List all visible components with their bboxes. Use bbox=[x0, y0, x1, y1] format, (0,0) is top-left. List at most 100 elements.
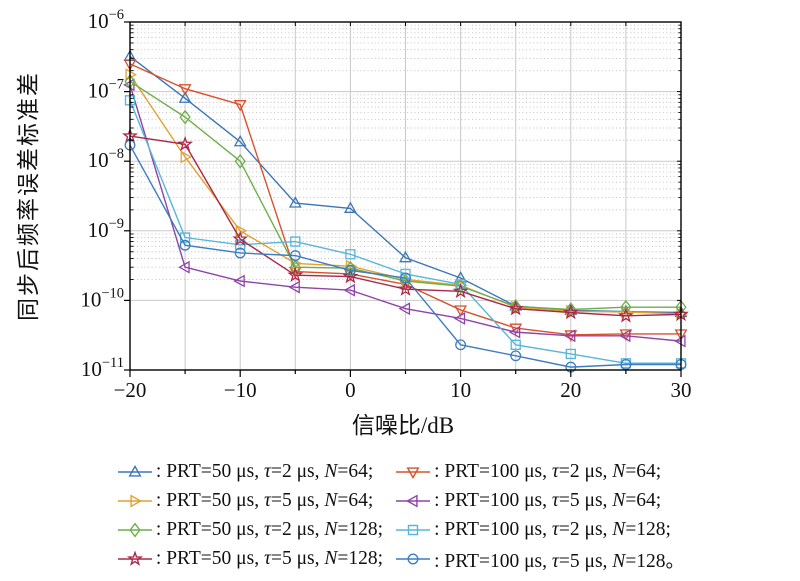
x-tick-label: −10 bbox=[224, 378, 257, 402]
star-marker bbox=[617, 307, 634, 323]
star-legend-icon bbox=[117, 550, 152, 566]
triangle-left-marker bbox=[233, 274, 245, 288]
x-tick-label: 0 bbox=[345, 378, 356, 402]
triangle-left-marker bbox=[618, 329, 631, 343]
y-tick-label: 10−10 bbox=[80, 285, 124, 311]
triangle-left-marker bbox=[178, 260, 190, 274]
square-marker bbox=[407, 524, 419, 535]
series-circle bbox=[124, 139, 687, 373]
tick-labels: −20 −10 0 10 20 30 10−6 10−7 10−8 10−9 10−10 10−11 bbox=[80, 7, 691, 402]
circle-marker bbox=[565, 361, 577, 373]
circle-marker bbox=[124, 139, 136, 151]
legend-label: : PRT=100 μs, τ=2 μs, N=64; bbox=[434, 460, 662, 482]
triangle-up-marker bbox=[399, 250, 412, 263]
square-marker bbox=[290, 236, 301, 247]
x-tick-label: 10 bbox=[450, 378, 471, 402]
legend-label: : PRT=50 μs, τ=5 μs, N=128; bbox=[155, 547, 384, 569]
triangle-up-marker bbox=[288, 196, 302, 208]
y-tick-label: 10−8 bbox=[88, 146, 124, 172]
legend-label: : PRT=50 μs, τ=5 μs, N=64; bbox=[155, 489, 374, 511]
circle-marker bbox=[407, 553, 419, 564]
star-marker bbox=[342, 268, 359, 284]
series-triangle-left bbox=[123, 78, 686, 348]
triangle-left-marker bbox=[398, 302, 411, 316]
y-tick-label: 10−11 bbox=[81, 355, 124, 381]
legend-item: : PRT=100 μs, τ=5 μs, N=128。 bbox=[393, 544, 685, 573]
triangle-up-marker bbox=[233, 134, 247, 147]
triangle-down-marker bbox=[454, 305, 468, 317]
legend-label: : PRT=100 μs, τ=5 μs, N=64; bbox=[434, 489, 662, 511]
x-tick-label: 20 bbox=[560, 378, 581, 402]
series-star bbox=[122, 127, 689, 323]
legend: : PRT=50 μs, τ=2 μs, N=64; : PRT=100 μs, … bbox=[0, 449, 800, 573]
legend-label: : PRT=100 μs, τ=5 μs, N=128。 bbox=[434, 551, 686, 572]
triangle-left-marker bbox=[343, 283, 355, 297]
legend-item: : PRT=50 μs, τ=5 μs, N=64; bbox=[115, 486, 383, 515]
circle-legend-icon bbox=[396, 553, 431, 564]
square-marker bbox=[565, 348, 576, 360]
legend-item: : PRT=50 μs, τ=2 μs, N=128; bbox=[115, 515, 383, 544]
legend-item: : PRT=50 μs, τ=2 μs, N=64; bbox=[115, 457, 383, 486]
legend-label: : PRT=50 μs, τ=2 μs, N=64; bbox=[155, 460, 374, 482]
square-marker bbox=[510, 339, 521, 350]
star-marker bbox=[397, 280, 414, 296]
line-chart: −20 −10 0 10 20 3010−610−710−810−910−1010−11 … bbox=[16, 7, 692, 438]
diamond-legend-icon bbox=[117, 522, 152, 537]
triangle-up-legend-icon bbox=[117, 464, 152, 477]
triangle-left-marker bbox=[508, 325, 521, 339]
legend-item: : PRT=100 μs, τ=2 μs, N=128; bbox=[393, 515, 685, 544]
legend-item: : PRT=100 μs, τ=5 μs, N=64; bbox=[393, 486, 685, 515]
diamond-marker bbox=[129, 522, 141, 537]
series-line bbox=[129, 84, 682, 342]
y-tick-label: 10−6 bbox=[88, 7, 124, 33]
data-series bbox=[122, 49, 689, 373]
legend-label: : PRT=50 μs, τ=2 μs, N=128; bbox=[155, 518, 384, 540]
circle-marker bbox=[179, 239, 191, 251]
circle-marker bbox=[344, 264, 356, 276]
y-tick-label: 10−9 bbox=[88, 216, 124, 242]
legend-item: : PRT=100 μs, τ=2 μs, N=64; bbox=[393, 457, 685, 486]
triangle-left-marker bbox=[453, 312, 466, 325]
triangle-right-marker bbox=[180, 150, 193, 164]
circle-marker bbox=[234, 247, 246, 259]
triangle-up-marker bbox=[128, 464, 142, 477]
triangle-left-marker bbox=[406, 493, 418, 508]
axes bbox=[124, 21, 682, 377]
x-axis-title: 信噪比/dB bbox=[352, 413, 454, 438]
triangle-down-marker bbox=[178, 84, 192, 96]
legend-item: : PRT=50 μs, τ=5 μs, N=128; bbox=[115, 544, 383, 573]
y-axis-title: 同步后频率误差标准差 bbox=[16, 71, 41, 321]
triangle-up-marker bbox=[343, 201, 357, 213]
star-marker bbox=[562, 304, 579, 320]
triangle-right-marker bbox=[621, 305, 633, 319]
series-line bbox=[129, 55, 682, 314]
diamond-marker bbox=[179, 109, 191, 125]
triangle-down-legend-icon bbox=[396, 466, 431, 479]
triangle-down-marker bbox=[509, 323, 523, 336]
diamond-marker bbox=[620, 299, 632, 315]
series-line bbox=[129, 144, 681, 368]
square-marker bbox=[179, 232, 191, 243]
gridlines bbox=[130, 22, 681, 370]
triangle-right-legend-icon bbox=[117, 493, 152, 508]
triangle-down-marker bbox=[233, 100, 247, 112]
square-legend-icon bbox=[396, 524, 431, 535]
star-marker bbox=[287, 266, 304, 282]
triangle-left-legend-icon bbox=[396, 493, 431, 508]
series-line bbox=[129, 135, 682, 317]
star-marker bbox=[177, 135, 194, 152]
triangle-left-marker bbox=[288, 280, 300, 294]
star-marker bbox=[126, 550, 144, 566]
series-line bbox=[129, 100, 681, 364]
circle-marker bbox=[510, 350, 522, 362]
x-tick-label: −20 bbox=[114, 378, 147, 402]
diamond-marker bbox=[289, 259, 301, 275]
circle-marker bbox=[455, 339, 467, 351]
diamond-marker bbox=[510, 299, 522, 314]
circle-marker bbox=[400, 272, 411, 284]
circle-marker bbox=[675, 359, 687, 370]
circle-marker bbox=[289, 250, 301, 261]
circle-marker bbox=[620, 359, 632, 370]
diamond-marker bbox=[234, 153, 246, 169]
